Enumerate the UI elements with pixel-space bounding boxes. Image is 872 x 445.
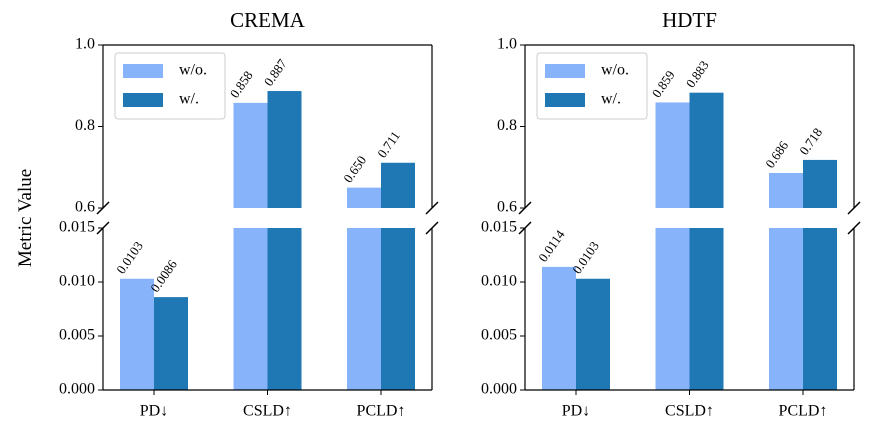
- y-tick-label: 0.015: [481, 219, 517, 236]
- legend-swatch: [545, 93, 585, 107]
- bar: [769, 228, 803, 390]
- bar: [267, 228, 302, 390]
- legend-label: w/o.: [601, 62, 629, 79]
- y-tick-label: 0.005: [481, 327, 517, 344]
- legend-label: w/.: [601, 91, 621, 108]
- legend-swatch: [545, 64, 585, 78]
- bar: [381, 228, 415, 390]
- bar: [655, 228, 690, 390]
- bar: [689, 92, 724, 208]
- value-label: 0.858: [227, 68, 256, 101]
- legend: w/o. w/.: [536, 52, 648, 120]
- y-tick-label: 0.6: [497, 199, 517, 216]
- bar: [120, 278, 154, 390]
- bar: [769, 172, 803, 208]
- legend-swatch: [123, 64, 163, 78]
- x-tick-label: CSLD↑: [243, 403, 292, 420]
- value-label: 0.650: [340, 153, 369, 186]
- value-label: 0.0103: [569, 239, 602, 277]
- break-mark: [425, 201, 439, 215]
- x-tick-label: PD↓: [140, 403, 168, 420]
- y-tick-label: 0.000: [481, 381, 517, 398]
- legend-label: w/o.: [179, 62, 207, 79]
- break-mark: [847, 201, 861, 215]
- bar: [803, 159, 837, 208]
- y-tick-label: 0.015: [59, 219, 95, 236]
- value-label: 0.859: [649, 68, 678, 101]
- x-tick-label: PCLD↑: [779, 403, 828, 420]
- legend-box: [114, 52, 226, 120]
- y-tick-label: 0.8: [75, 117, 95, 134]
- y-axis-label: Metric Value: [15, 169, 36, 267]
- bar: [154, 297, 188, 390]
- bar: [233, 228, 268, 390]
- value-label: 0.711: [374, 128, 403, 160]
- bar: [689, 228, 724, 390]
- bar: [347, 228, 381, 390]
- value-label: 0.686: [762, 138, 791, 171]
- chart-title: CREMA: [230, 8, 306, 32]
- bar: [267, 91, 302, 208]
- legend: w/o. w/.: [114, 52, 226, 120]
- legend-box: [536, 52, 648, 120]
- x-tick-label: PCLD↑: [357, 403, 406, 420]
- y-tick-label: 0.010: [59, 273, 95, 290]
- bar: [233, 102, 268, 208]
- bar: [542, 266, 576, 390]
- y-tick-label: 0.8: [497, 117, 517, 134]
- value-label: 0.0103: [113, 239, 146, 277]
- bar: [576, 278, 610, 390]
- x-tick-label: PD↓: [562, 403, 590, 420]
- y-tick-label: 0.010: [481, 273, 517, 290]
- x-tick-label: CSLD↑: [665, 403, 714, 420]
- bar: [347, 187, 381, 208]
- y-tick-label: 0.000: [59, 381, 95, 398]
- value-label: 0.0114: [535, 227, 568, 265]
- value-label: 0.887: [261, 56, 290, 89]
- break-mark: [847, 221, 861, 235]
- value-label: 0.0086: [147, 257, 180, 295]
- bar: [381, 162, 415, 208]
- value-label: 0.718: [796, 125, 825, 158]
- y-tick-label: 1.0: [497, 36, 517, 53]
- y-tick-label: 0.005: [59, 327, 95, 344]
- break-mark: [425, 221, 439, 235]
- bar: [655, 102, 690, 208]
- value-label: 0.883: [683, 58, 712, 91]
- chart-title: HDTF: [662, 8, 717, 32]
- bar: [803, 228, 837, 390]
- y-tick-label: 1.0: [75, 36, 95, 53]
- legend-label: w/.: [179, 91, 199, 108]
- legend-swatch: [123, 93, 163, 107]
- y-tick-label: 0.6: [75, 199, 95, 216]
